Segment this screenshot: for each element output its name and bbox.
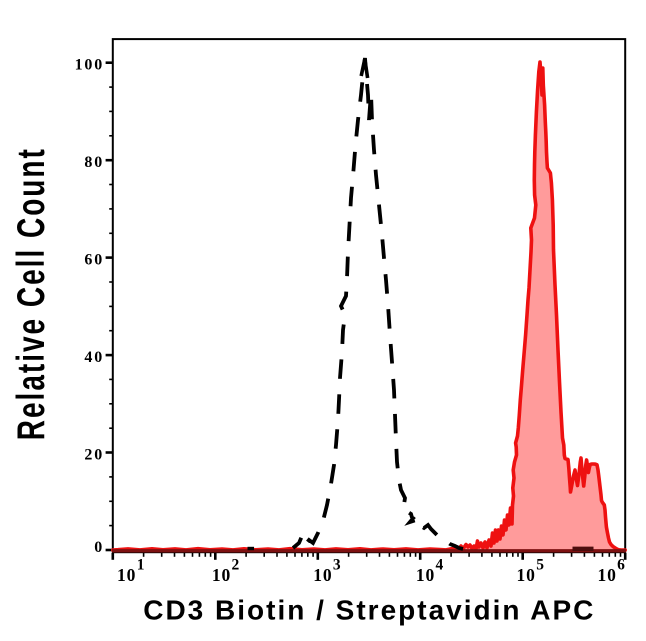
svg-text:4: 4 [436,557,444,574]
svg-text:80: 80 [84,154,104,171]
svg-text:10: 10 [117,565,136,585]
svg-text:10: 10 [212,565,231,585]
svg-text:100: 100 [75,57,104,74]
svg-text:10: 10 [517,565,536,585]
svg-text:40: 40 [84,349,104,366]
svg-text:10: 10 [313,565,332,585]
svg-text:10: 10 [416,565,435,585]
svg-text:1: 1 [137,557,145,574]
svg-text:3: 3 [333,557,341,574]
svg-text:2: 2 [232,557,240,574]
svg-text:0: 0 [94,539,104,556]
svg-text:Relative Cell Count: Relative Cell Count [9,147,53,440]
svg-text:CD3 Biotin / Streptavidin APC: CD3 Biotin / Streptavidin APC [143,594,595,625]
svg-text:6: 6 [617,557,625,574]
svg-text:5: 5 [536,557,544,574]
svg-text:10: 10 [597,565,616,585]
svg-text:60: 60 [84,252,104,269]
svg-text:20: 20 [84,446,104,463]
